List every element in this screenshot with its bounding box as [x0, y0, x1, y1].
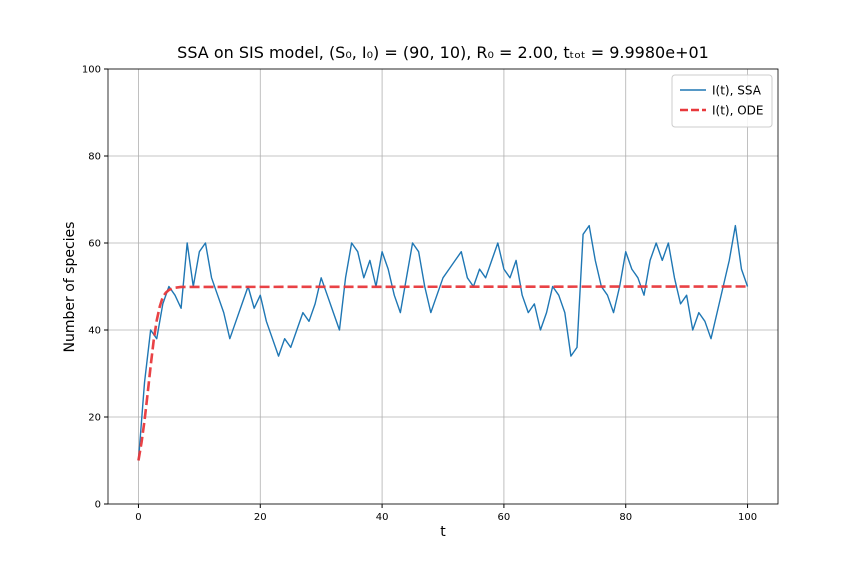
chart-title: SSA on SIS model, (S₀, I₀) = (90, 10), R…: [177, 43, 709, 62]
y-tick-label: 60: [88, 239, 101, 250]
y-tick-label: 20: [88, 413, 101, 424]
x-tick-label: 0: [135, 512, 141, 523]
x-tick-label: 40: [376, 512, 389, 523]
x-tick-label: 100: [738, 512, 757, 523]
y-axis-label: Number of species: [62, 222, 78, 353]
y-tick-label: 80: [88, 152, 101, 163]
y-tick-label: 40: [88, 326, 101, 337]
x-axis-label: t: [440, 524, 446, 540]
x-tick-label: 80: [619, 512, 632, 523]
x-tick-label: 20: [254, 512, 267, 523]
legend-label: I(t), SSA: [712, 84, 762, 98]
x-tick-label: 60: [498, 512, 511, 523]
legend-box: [671, 74, 773, 128]
series-line: [137, 285, 748, 461]
series-line: [137, 224, 749, 461]
plot-frame: [107, 68, 779, 505]
legend-label: I(t), ODE: [712, 104, 764, 118]
y-tick-label: 100: [82, 65, 101, 76]
y-tick-label: 0: [95, 500, 101, 511]
